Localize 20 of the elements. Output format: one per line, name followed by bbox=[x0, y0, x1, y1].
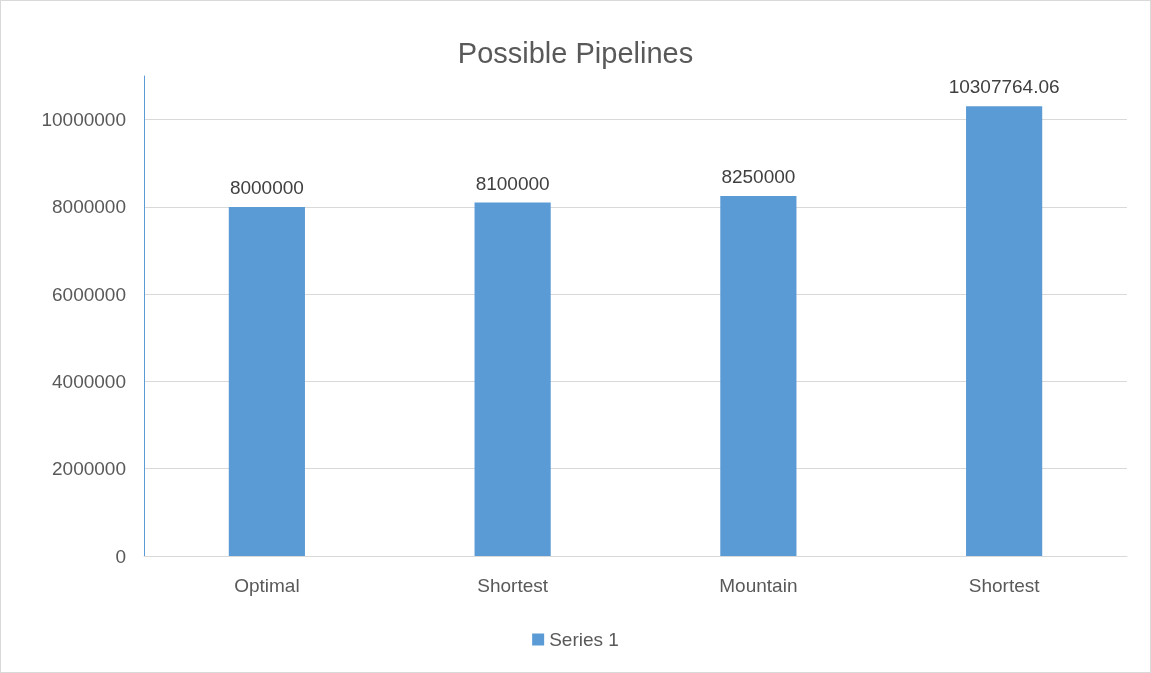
data-label: 8250000 bbox=[721, 166, 796, 187]
bar bbox=[720, 196, 797, 556]
y-tick-label: 4000000 bbox=[52, 370, 126, 392]
bar bbox=[228, 206, 305, 556]
y-tick-label: 6000000 bbox=[52, 283, 126, 305]
x-tick-label: Shortest bbox=[968, 575, 1041, 596]
chart-title: Possible Pipelines bbox=[457, 36, 694, 69]
y-tick-label: 10000000 bbox=[41, 109, 126, 131]
y-tick-label: 2000000 bbox=[52, 458, 126, 480]
bar bbox=[474, 202, 551, 556]
x-tick-label: Shortest bbox=[477, 575, 549, 596]
data-label: 8000000 bbox=[229, 176, 304, 198]
y-tick-label: 0 bbox=[115, 545, 126, 567]
x-tick-label: Optimal bbox=[234, 575, 300, 596]
legend-label: Series 1 bbox=[549, 629, 619, 650]
data-label: 10307764.06 bbox=[948, 76, 1060, 98]
data-label: 8100000 bbox=[475, 172, 550, 194]
y-tick-label: 8000000 bbox=[52, 196, 126, 218]
bar bbox=[966, 106, 1043, 556]
x-tick-label: Mountain bbox=[719, 575, 798, 596]
